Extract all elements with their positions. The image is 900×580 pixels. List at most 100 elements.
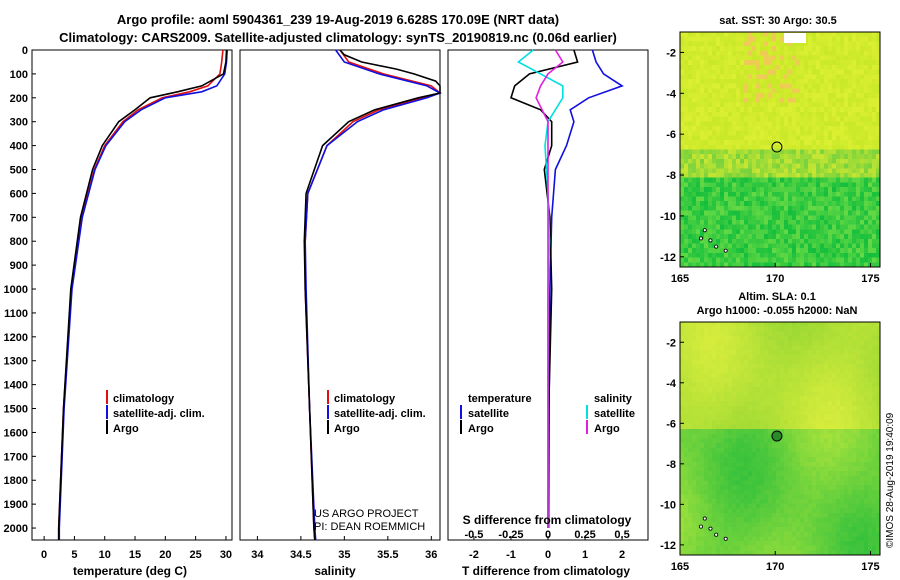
map-lat-label: -2 (666, 337, 676, 349)
s-diff-tick-label: -0.25 (498, 529, 523, 541)
map-lat-label: -8 (666, 170, 676, 182)
series-line-satellite-adj-clim- (304, 49, 442, 541)
map-lat-label: -8 (666, 459, 676, 471)
salinity-legend: climatology satellite-adj. clim. Argo (327, 390, 426, 435)
t-diff-tick-label: -2 (469, 549, 479, 561)
map-lat-label: -12 (660, 540, 676, 552)
t-diff-tick-label: -1 (506, 549, 516, 561)
island (698, 524, 703, 529)
legend-sal-satellite: satellite (594, 408, 635, 420)
series-line-climatology (57, 49, 224, 540)
difference-legend: temperature satellite Argo salinity sate… (460, 393, 635, 435)
depth-tick-label: 1400 (4, 380, 28, 392)
s-diff-tick-label: 0.25 (574, 529, 595, 541)
island (698, 236, 703, 241)
depth-tick-label: 500 (10, 165, 28, 177)
credit-project: US ARGO PROJECT (314, 508, 419, 520)
sst-missing-data (784, 33, 806, 43)
map-lat-label: -4 (666, 378, 677, 390)
island (714, 532, 719, 537)
salinity-panel: 34 34.5 35 35.5 36 salinity climatology sate… (239, 49, 442, 578)
map-lon-label: 165 (671, 561, 689, 573)
argo-position-marker (771, 141, 783, 153)
series-line-temperature-satellite (547, 49, 624, 529)
legend-satellite-adj: satellite-adj. clim. (113, 408, 205, 420)
salinity-frame (239, 49, 441, 541)
series-line-temperature-argo (510, 49, 579, 529)
island (723, 536, 728, 541)
series-line-argo (303, 49, 441, 541)
temperature-tick-label: 10 (99, 549, 111, 561)
island (723, 248, 728, 253)
map-lon-label: 170 (766, 273, 784, 285)
depth-tick-label: 1000 (4, 284, 28, 296)
legend-salinity-head: salinity (594, 393, 633, 405)
difference-panel: -2 -1 0 1 2 -0.5 -0.25 0 0.25 0.5 S difference f… (447, 49, 649, 578)
s-diff-tick-label: 0 (545, 529, 551, 541)
t-diff-tick-label: 1 (582, 549, 588, 561)
depth-tick-label: 1200 (4, 332, 28, 344)
map-lon-label: 175 (861, 561, 879, 573)
temperature-tick-label: 20 (159, 549, 171, 561)
temperature-frame (31, 49, 233, 541)
temperature-legend: climatology satellite-adj. clim. Argo (106, 390, 205, 435)
figure-title-line2: Climatology: CARS2009. Satellite-adjuste… (59, 30, 617, 45)
map-lat-label: -10 (660, 499, 676, 511)
island (702, 516, 707, 521)
series-line-climatology (304, 49, 442, 541)
argo-position-marker-sla (771, 430, 783, 442)
temperature-xlabel: temperature (deg C) (73, 564, 187, 578)
t-diff-tick-label: 2 (619, 549, 625, 561)
series-line-salinity-argo (535, 49, 564, 528)
temperature-tick-label: 25 (190, 549, 202, 561)
series-line-satellite-adj-clim- (58, 49, 228, 540)
depth-tick-label: 600 (10, 188, 28, 200)
depth-tick-label: 1700 (4, 451, 28, 463)
depth-tick-label: 1100 (4, 308, 28, 320)
salinity-tick-label: 35 (338, 549, 350, 561)
credit-pi: PI: DEAN ROEMMICH (314, 521, 425, 533)
island (714, 244, 719, 249)
sal-legend-argo: Argo (334, 423, 360, 435)
map-lat-label: -12 (660, 252, 676, 264)
map-lon-label: 175 (861, 273, 879, 285)
t-difference-xlabel: T difference from climatology (462, 564, 630, 578)
s-diff-tick-label: 0.5 (614, 529, 629, 541)
salinity-tick-label: 35.5 (377, 549, 398, 561)
figure-title-line1: Argo profile: aoml 5904361_239 19-Aug-20… (116, 12, 560, 27)
depth-tick-label: 900 (10, 260, 28, 272)
temperature-panel: 0 5 10 15 20 25 30 temperature (deg C) climato… (31, 49, 233, 578)
legend-argo: Argo (113, 423, 139, 435)
legend-temp-argo: Argo (468, 423, 494, 435)
island (708, 238, 713, 243)
depth-tick-label: 700 (10, 212, 28, 224)
legend-temp-satellite: satellite (468, 408, 509, 420)
depth-tick-label: 2000 (4, 523, 28, 535)
legend-climatology: climatology (113, 393, 175, 405)
sst-map-title: sat. SST: 30 Argo: 30.5 (719, 15, 837, 27)
map-lat-label: -10 (660, 211, 676, 223)
depth-tick-label: 800 (10, 236, 28, 248)
depth-tick-label: 1300 (4, 356, 28, 368)
map-lat-label: -4 (666, 88, 677, 100)
salinity-tick-label: 34 (251, 549, 264, 561)
depth-tick-label: 0 (22, 45, 28, 57)
sal-legend-satellite-adj: satellite-adj. clim. (334, 408, 426, 420)
depth-tick-label: 300 (10, 117, 28, 129)
map-lat-label: -6 (666, 418, 676, 430)
legend-sal-argo: Argo (594, 423, 620, 435)
temperature-tick-label: 30 (220, 549, 232, 561)
depth-tick-label: 1600 (4, 427, 28, 439)
temperature-tick-label: 15 (129, 549, 141, 561)
sal-legend-climatology: climatology (334, 393, 396, 405)
temperature-tick-label: 0 (41, 549, 47, 561)
sla-map-title1: Altim. SLA: 0.1 (738, 291, 816, 303)
depth-tick-label: 1500 (4, 404, 28, 416)
sla-map-title2: Argo h1000: -0.055 h2000: NaN (697, 305, 858, 317)
salinity-xlabel: salinity (314, 564, 356, 578)
depth-tick-label: 1800 (4, 475, 28, 487)
t-diff-tick-label: 0 (545, 549, 551, 561)
temperature-tick-label: 5 (71, 549, 77, 561)
